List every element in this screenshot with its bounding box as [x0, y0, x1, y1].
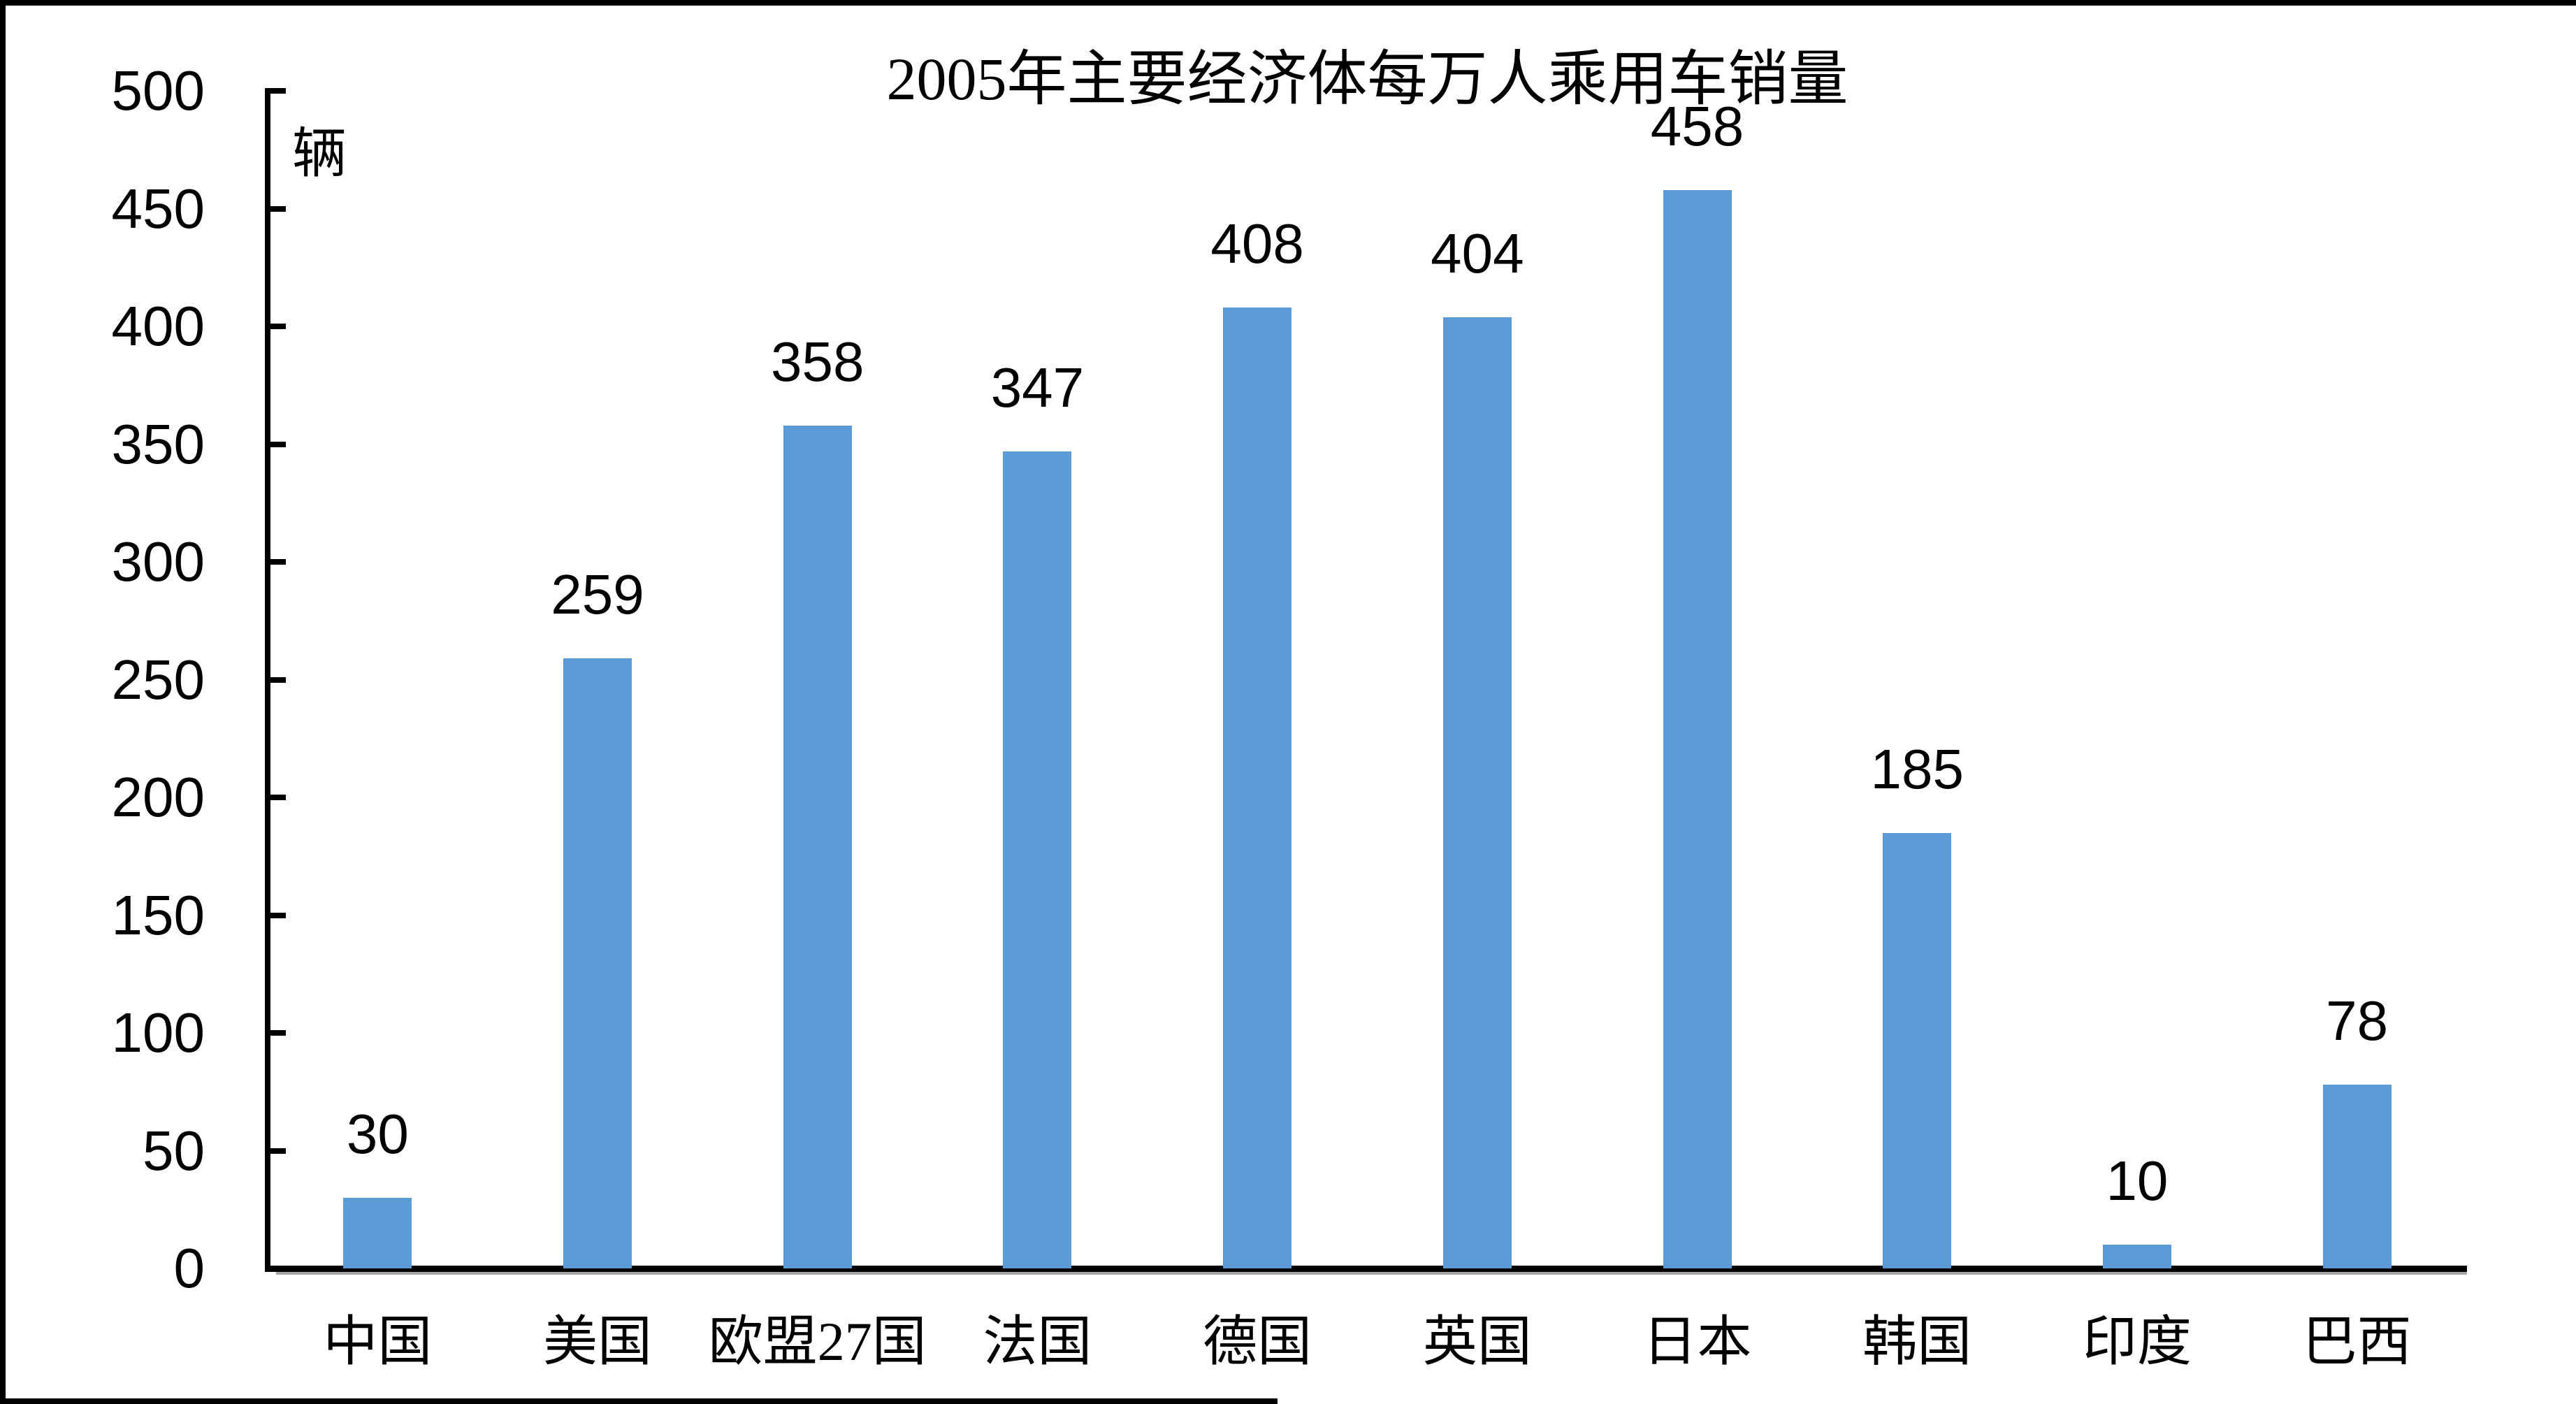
bar — [1003, 451, 1072, 1268]
bar — [343, 1197, 412, 1268]
bar-value-label: 78 — [2326, 990, 2389, 1052]
y-axis-tick-label: 450 — [111, 177, 205, 240]
bar-value-label: 30 — [346, 1102, 409, 1165]
y-axis-tick-label: 350 — [111, 412, 205, 475]
y-axis-unit-label: 辆 — [292, 123, 347, 184]
bar — [563, 658, 632, 1268]
bar-value-label: 408 — [1210, 212, 1304, 275]
y-axis-tick-label: 150 — [111, 883, 205, 946]
x-axis-shadow-line — [276, 1272, 2467, 1275]
frame-border-left — [0, 0, 6, 1404]
bar — [1663, 189, 1732, 1268]
bar-value-label: 358 — [770, 330, 864, 393]
x-axis-category-label: 英国 — [1422, 1311, 1532, 1372]
x-axis-category-label: 美国 — [543, 1311, 653, 1372]
bar — [1883, 832, 1952, 1268]
bar — [1442, 317, 1512, 1268]
bar — [1223, 307, 1292, 1268]
bar-value-label: 458 — [1650, 94, 1744, 157]
y-axis-tick — [268, 1148, 286, 1154]
bar — [783, 425, 852, 1268]
frame-border-bottom-left — [0, 1398, 1278, 1404]
y-axis-tick — [268, 88, 286, 94]
bar-value-label: 404 — [1431, 222, 1524, 284]
y-axis-tick — [268, 1266, 286, 1271]
bar — [2102, 1245, 2171, 1268]
x-axis-line — [265, 1266, 2467, 1272]
bar — [2322, 1085, 2392, 1268]
y-axis-tick-label: 50 — [143, 1119, 205, 1182]
bar-value-label: 259 — [551, 563, 644, 626]
x-axis-category-label: 中国 — [323, 1311, 433, 1372]
frame-border-top — [0, 0, 2576, 6]
x-axis-category-label: 巴西 — [2302, 1311, 2412, 1372]
y-axis-tick — [268, 912, 286, 918]
y-axis-tick — [268, 559, 286, 565]
x-axis-category-label: 欧盟27国 — [708, 1311, 927, 1372]
y-axis-tick — [268, 1030, 286, 1036]
x-axis-category-label: 韩国 — [1862, 1311, 1972, 1372]
bar-value-label: 10 — [2106, 1150, 2169, 1213]
bar-value-label: 347 — [990, 356, 1085, 419]
chart-title: 2005年主要经济体每万人乘用车销量 — [886, 45, 1848, 113]
y-axis-tick-label: 300 — [111, 530, 205, 593]
y-axis-tick — [268, 795, 286, 800]
y-axis-tick — [268, 676, 286, 683]
y-axis-tick-label: 250 — [111, 648, 205, 711]
x-axis-category-label: 印度 — [2082, 1311, 2192, 1372]
y-axis-tick-label: 200 — [111, 766, 205, 828]
y-axis-tick — [268, 324, 286, 329]
x-axis-category-label: 法国 — [983, 1311, 1092, 1372]
y-axis-tick-label: 0 — [173, 1237, 205, 1299]
y-axis-tick-label: 100 — [111, 1001, 205, 1064]
y-axis-tick-label: 400 — [111, 295, 205, 357]
y-axis-tick-label: 500 — [111, 59, 205, 122]
y-axis-tick — [268, 441, 286, 447]
y-axis-tick — [268, 205, 286, 212]
x-axis-category-label: 日本 — [1642, 1311, 1752, 1372]
x-axis-category-label: 德国 — [1203, 1311, 1312, 1372]
bar-value-label: 185 — [1870, 737, 1964, 800]
